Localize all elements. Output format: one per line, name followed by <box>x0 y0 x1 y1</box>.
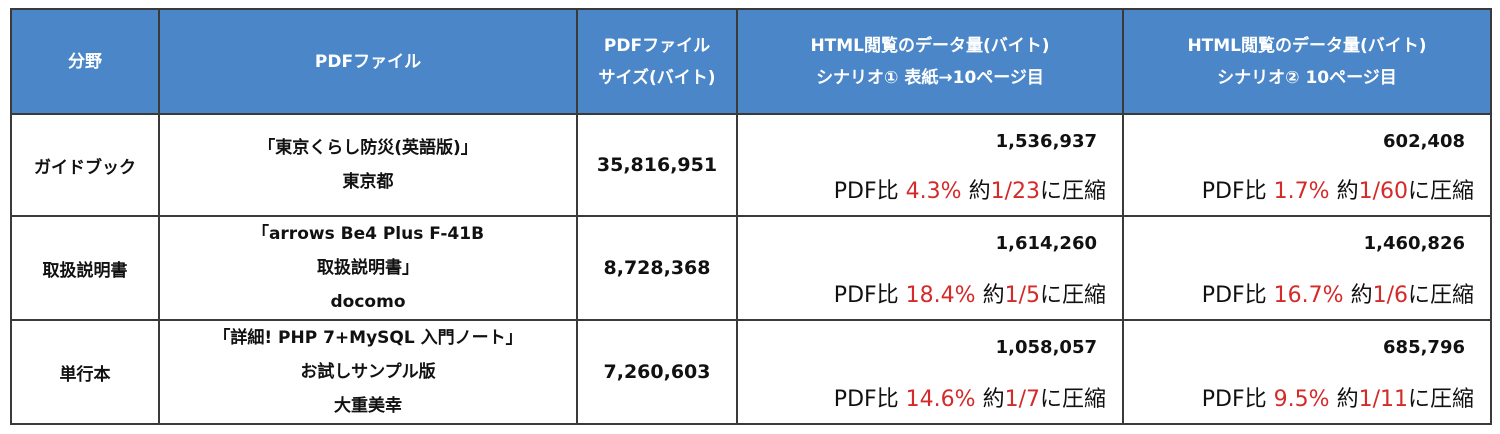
header-pdf-size-line1: PDFファイル <box>603 35 711 56</box>
header-scenario-2-line2: シナリオ② 10ページ目 <box>1217 67 1397 88</box>
header-row: 分野 PDFファイル PDFファイル サイズ(バイト) HTML閲覧のデータ量(… <box>10 8 1492 115</box>
pdf-file-line: 「arrows Be4 Plus F-41B <box>251 224 485 244</box>
pdf-ratio-label: PDF比 <box>1201 283 1267 308</box>
pdf-ratio-label: PDF比 <box>1201 387 1267 412</box>
fraction-value: 1/6 <box>1372 283 1408 308</box>
pdf-file-line: 大重美幸 <box>334 396 402 416</box>
header-scenario-1-line1: HTML閲覧のデータ量(バイト) <box>810 35 1050 56</box>
compress-label: に圧縮 <box>1039 283 1106 308</box>
compression-ratio: PDF比 1.7% 約1/60に圧縮 <box>1202 173 1474 205</box>
pdf-size-cell: 35,816,951 <box>576 113 738 217</box>
pdf-file-line: 「詳細! PHP 7+MySQL 入門ノート」 <box>213 328 523 348</box>
header-scenario-1-line2: シナリオ① 表紙→10ページ目 <box>816 67 1044 88</box>
category-cell: ガイドブック <box>10 113 160 217</box>
pdf-file-cell: 「詳細! PHP 7+MySQL 入門ノート」 お試しサンプル版 大重美幸 <box>158 319 578 425</box>
html-bytes-value: 1,460,826 <box>1363 233 1465 254</box>
percent-value: 16.7% <box>1273 283 1344 308</box>
fraction-value: 1/7 <box>1004 387 1040 412</box>
pdf-file-line: docomo <box>330 292 406 312</box>
result-cell-s1: 1,614,260 PDF比 18.4% 約1/5に圧縮 <box>736 215 1124 321</box>
pdf-file-line: 取扱説明書」 <box>317 258 419 278</box>
html-bytes-value: 1,058,057 <box>995 337 1097 358</box>
table-row: 取扱説明書 「arrows Be4 Plus F-41B 取扱説明書」 docomo 8… <box>10 215 1492 321</box>
table-row: ガイドブック 「東京くらし防災(英語版)」 東京都 35,816,951 1,536,9… <box>10 113 1492 217</box>
compression-ratio: PDF比 18.4% 約1/5に圧縮 <box>834 277 1106 309</box>
html-bytes-value: 602,408 <box>1383 131 1465 152</box>
pdf-ratio-label: PDF比 <box>1201 179 1267 204</box>
html-bytes-value: 685,796 <box>1383 337 1465 358</box>
pdf-file-line: お試しサンプル版 <box>300 362 436 382</box>
header-pdf-size-line2: サイズ(バイト) <box>598 67 716 88</box>
header-scenario-2: HTML閲覧のデータ量(バイト) シナリオ② 10ページ目 <box>1122 8 1492 115</box>
result-cell-s2: 1,460,826 PDF比 16.7% 約1/6に圧縮 <box>1122 215 1492 321</box>
header-scenario-2-line1: HTML閲覧のデータ量(バイト) <box>1187 35 1427 56</box>
pdf-size-cell: 7,260,603 <box>576 319 738 425</box>
pdf-size-cell: 8,728,368 <box>576 215 738 321</box>
compression-ratio: PDF比 14.6% 約1/7に圧縮 <box>834 381 1106 413</box>
fraction-value: 1/11 <box>1358 387 1408 412</box>
result-cell-s2: 602,408 PDF比 1.7% 約1/60に圧縮 <box>1122 113 1492 217</box>
pdf-file-line: 東京都 <box>342 172 394 192</box>
fraction-value: 1/5 <box>1004 283 1040 308</box>
html-bytes-value: 1,614,260 <box>995 233 1097 254</box>
compression-ratio: PDF比 16.7% 約1/6に圧縮 <box>1202 277 1474 309</box>
result-cell-s1: 1,536,937 PDF比 4.3% 約1/23に圧縮 <box>736 113 1124 217</box>
compression-ratio: PDF比 4.3% 約1/23に圧縮 <box>834 173 1106 205</box>
pdf-file-cell: 「東京くらし防災(英語版)」 東京都 <box>158 113 578 217</box>
compress-label: に圧縮 <box>1039 387 1106 412</box>
compress-label: に圧縮 <box>1039 179 1106 204</box>
compress-label: に圧縮 <box>1407 283 1474 308</box>
pdf-ratio-label: PDF比 <box>833 387 899 412</box>
header-category: 分野 <box>10 8 160 115</box>
pdf-ratio-label: PDF比 <box>833 283 899 308</box>
percent-value: 9.5% <box>1273 387 1330 412</box>
compress-label: に圧縮 <box>1407 387 1474 412</box>
header-scenario-1: HTML閲覧のデータ量(バイト) シナリオ① 表紙→10ページ目 <box>736 8 1124 115</box>
approx-label: 約 <box>982 387 1005 412</box>
table-body: ガイドブック 「東京くらし防災(英語版)」 東京都 35,816,951 1,536,9… <box>10 113 1492 425</box>
percent-value: 14.6% <box>905 387 976 412</box>
header-pdf-file: PDFファイル <box>158 8 578 115</box>
approx-label: 約 <box>968 179 991 204</box>
compression-ratio: PDF比 9.5% 約1/11に圧縮 <box>1202 381 1474 413</box>
percent-value: 18.4% <box>905 283 976 308</box>
approx-label: 約 <box>1336 179 1359 204</box>
approx-label: 約 <box>982 283 1005 308</box>
result-cell-s1: 1,058,057 PDF比 14.6% 約1/7に圧縮 <box>736 319 1124 425</box>
table-row: 単行本 「詳細! PHP 7+MySQL 入門ノート」 お試しサンプル版 大重美幸 7,… <box>10 319 1492 425</box>
category-cell: 単行本 <box>10 319 160 425</box>
result-cell-s2: 685,796 PDF比 9.5% 約1/11に圧縮 <box>1122 319 1492 425</box>
percent-value: 1.7% <box>1273 179 1330 204</box>
pdf-ratio-label: PDF比 <box>833 179 899 204</box>
pdf-file-line: 「東京くらし防災(英語版)」 <box>258 138 478 158</box>
header-pdf-size: PDFファイル サイズ(バイト) <box>576 8 738 115</box>
pdf-file-cell: 「arrows Be4 Plus F-41B 取扱説明書」 docomo <box>158 215 578 321</box>
compress-label: に圧縮 <box>1407 179 1474 204</box>
approx-label: 約 <box>1336 387 1359 412</box>
html-bytes-value: 1,536,937 <box>995 131 1097 152</box>
fraction-value: 1/23 <box>990 179 1040 204</box>
percent-value: 4.3% <box>905 179 962 204</box>
category-cell: 取扱説明書 <box>10 215 160 321</box>
comparison-table: 分野 PDFファイル PDFファイル サイズ(バイト) HTML閲覧のデータ量(… <box>10 8 1492 425</box>
fraction-value: 1/60 <box>1358 179 1408 204</box>
approx-label: 約 <box>1350 283 1373 308</box>
